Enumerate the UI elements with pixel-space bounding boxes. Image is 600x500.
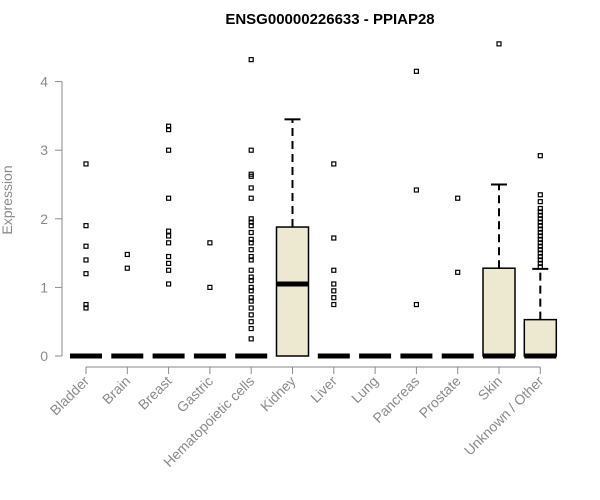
outlier-point (248, 267, 254, 273)
y-tick-label: 3 (40, 142, 48, 158)
outlier-point (166, 123, 172, 129)
outlier-point (537, 199, 543, 205)
outlier-point (331, 288, 337, 294)
outlier-point (166, 267, 172, 273)
x-tick-label: Bladder (47, 373, 93, 419)
outlier-point (166, 233, 172, 239)
outlier-point (166, 260, 172, 266)
outlier-point (248, 253, 254, 260)
x-tick-label: Lung (348, 373, 381, 406)
x-tick-label: Skin (475, 373, 506, 404)
y-tick-label: 0 (40, 348, 48, 364)
outlier-point (455, 195, 461, 201)
outlier-point (331, 301, 337, 308)
outlier-point (331, 267, 337, 273)
outlier-point (248, 336, 254, 342)
outlier-point (83, 301, 89, 308)
outlier-point (166, 281, 172, 287)
outlier-point (331, 281, 337, 287)
outlier-point (248, 284, 254, 290)
outlier-point (166, 253, 172, 260)
outlier-point (83, 223, 89, 229)
outlier-point (83, 271, 89, 277)
outlier-point (248, 229, 254, 236)
y-tick-label: 4 (40, 74, 48, 90)
x-tick-label: Prostate (416, 373, 464, 421)
outlier-point (248, 305, 254, 311)
outlier-point (83, 161, 89, 167)
outlier-point (207, 284, 213, 290)
outlier-point (413, 187, 419, 193)
outlier-point (537, 205, 543, 212)
outlier-point (248, 319, 254, 325)
outlier-point (83, 243, 89, 249)
outlier-point (537, 192, 543, 198)
y-tick-label: 1 (40, 279, 48, 295)
x-tick-label: Kidney (257, 373, 299, 415)
outlier-point (248, 247, 254, 253)
outlier-point (455, 269, 461, 275)
y-tick-label: 2 (40, 211, 48, 227)
outlier-point (124, 265, 130, 271)
outlier-point (537, 153, 543, 159)
outlier-point (124, 251, 130, 258)
outlier-point (248, 171, 254, 177)
x-tick-label: Brain (99, 373, 133, 407)
outlier-point (413, 68, 419, 74)
outlier-point (331, 161, 337, 167)
chart-title: ENSG00000226633 - PPIAP28 (225, 11, 434, 28)
box (482, 267, 516, 357)
outlier-point (496, 41, 502, 47)
outlier-point (248, 216, 254, 222)
outlier-point (166, 195, 172, 201)
outlier-point (166, 228, 172, 234)
outlier-point (248, 325, 254, 332)
x-tick-label: Liver (307, 373, 340, 406)
outlier-point (248, 147, 254, 153)
outlier-point (248, 295, 254, 301)
outlier-point (248, 236, 254, 242)
outlier-point (331, 295, 337, 301)
outlier-point (248, 274, 254, 280)
box (523, 318, 558, 357)
outlier-point (166, 147, 172, 153)
outlier-point (248, 185, 254, 191)
outlier-point (248, 195, 254, 201)
outlier-point (331, 235, 337, 241)
outlier-point (166, 240, 172, 246)
outlier-point (83, 257, 89, 263)
box (275, 226, 310, 357)
outlier-point (248, 312, 254, 318)
y-axis-label: Expression (0, 165, 15, 234)
outlier-point (413, 301, 419, 308)
outlier-point (207, 240, 213, 246)
x-tick-label: Breast (135, 373, 175, 413)
outlier-point (248, 57, 254, 63)
